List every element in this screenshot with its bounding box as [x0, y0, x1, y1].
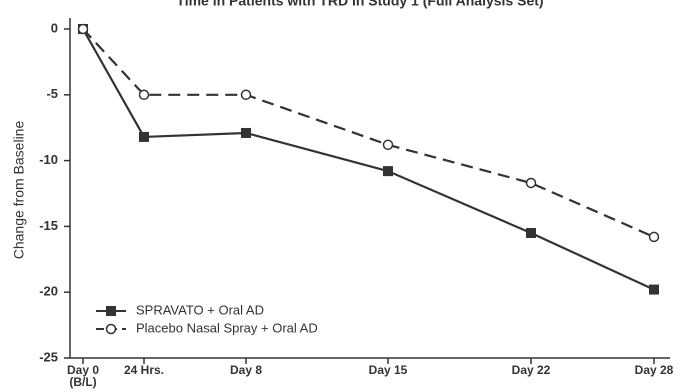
legend-label: Placebo Nasal Spray + Oral AD — [136, 320, 318, 335]
x-tick-label: 24 Hrs. — [123, 363, 165, 377]
x-tick-label: Day 0 (B/L) — [66, 363, 100, 389]
x-tick-label: Day 15 — [368, 363, 408, 377]
marker — [383, 166, 393, 177]
marker — [138, 89, 150, 101]
marker — [240, 89, 252, 101]
legend-item: Placebo Nasal Spray + Oral AD — [96, 320, 318, 335]
x-tick-label: Day 22 — [511, 363, 551, 377]
y-axis-label: Change from Baseline — [11, 121, 27, 260]
legend-label: SPRAVATO + Oral AD — [136, 302, 264, 317]
y-tick-label: -10 — [39, 152, 58, 167]
series-line — [82, 28, 655, 291]
marker — [77, 23, 89, 35]
legend-marker — [105, 323, 117, 335]
marker — [648, 231, 660, 243]
y-tick-label: -15 — [39, 218, 58, 233]
marker — [139, 131, 149, 142]
y-tick-label: -25 — [39, 349, 58, 364]
y-tick-label: 0 — [51, 20, 58, 35]
marker — [649, 284, 659, 295]
y-tick-label: -5 — [46, 86, 58, 101]
x-tick-label: Day 8 — [229, 363, 263, 377]
chart-title: Time in Patients with TRD in Study 1 (Fu… — [176, 0, 543, 9]
marker — [241, 127, 251, 138]
marker — [525, 177, 537, 189]
series-line — [82, 28, 655, 238]
x-tick-label: Day 28 — [634, 363, 674, 377]
y-tick-label: -20 — [39, 284, 58, 299]
legend-item: SPRAVATO + Oral AD — [96, 302, 264, 317]
legend-marker — [106, 306, 116, 316]
marker — [526, 227, 536, 238]
marker — [382, 139, 394, 151]
